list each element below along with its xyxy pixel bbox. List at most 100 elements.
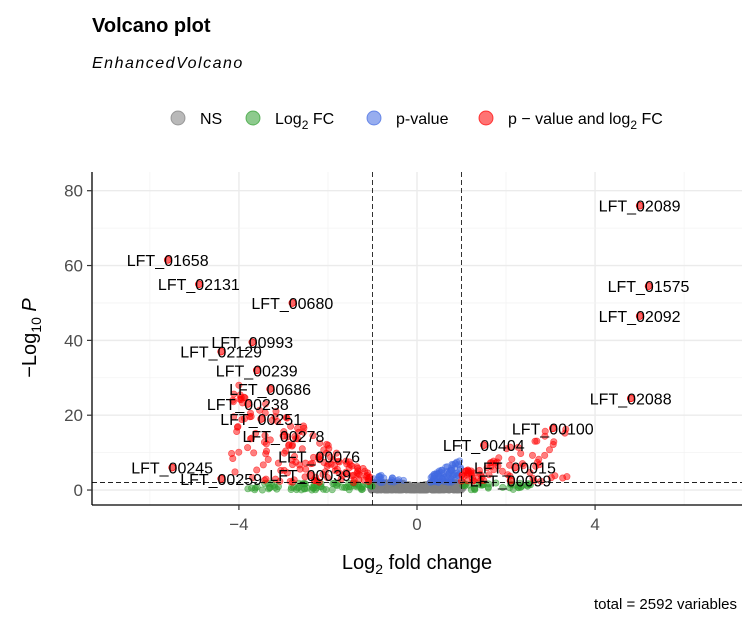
y-tick-label: 20	[64, 406, 83, 425]
point-label: LFT_02088	[590, 391, 672, 408]
legend-swatch-p	[366, 110, 382, 126]
data-point	[264, 455, 272, 463]
data-point	[498, 467, 506, 475]
data-point	[328, 486, 336, 494]
legend-label-p: p-value	[396, 111, 449, 128]
data-point	[238, 415, 246, 423]
data-point	[349, 471, 357, 479]
data-point	[320, 458, 328, 466]
point-label: LFT_00238	[207, 397, 289, 414]
data-point	[294, 424, 302, 432]
data-point	[250, 449, 258, 457]
data-point	[251, 486, 259, 494]
data-point	[282, 413, 290, 421]
data-point	[299, 422, 307, 430]
point-label: LFT_00015	[474, 461, 556, 478]
point-label: LFT_01658	[127, 253, 209, 270]
data-point	[246, 413, 254, 421]
chart-title: Volcano plot	[92, 15, 211, 37]
data-point	[244, 485, 252, 493]
data-point	[429, 486, 437, 494]
labeled-point-marker	[626, 394, 635, 403]
data-point	[377, 471, 385, 479]
x-tick-label: 4	[590, 515, 599, 534]
point-label: LFT_00259	[180, 472, 262, 489]
data-point	[301, 485, 309, 493]
data-point	[535, 455, 543, 463]
data-point	[292, 458, 300, 466]
labeled-point-marker	[266, 385, 274, 393]
data-point	[316, 439, 324, 447]
legend-swatch-pfc	[478, 110, 494, 126]
labeled-point-marker	[635, 201, 644, 210]
point-label: LFT_00251	[220, 412, 302, 429]
data-point	[309, 432, 317, 440]
data-point	[288, 442, 296, 450]
data-point	[545, 446, 553, 454]
point-label: LFT_00404	[443, 438, 525, 455]
data-point	[559, 474, 567, 482]
y-tick-label: 60	[64, 257, 83, 276]
legend: NS Log2 FC p-value p − value and log2 FC	[170, 110, 663, 132]
data-point	[248, 434, 256, 442]
point-label: LFT_00686	[229, 382, 311, 399]
labeled-point-marker	[163, 256, 172, 264]
data-point	[460, 472, 468, 480]
data-point	[519, 462, 527, 470]
legend-swatch-fc	[245, 110, 261, 126]
plot-grid	[92, 172, 742, 505]
data-point	[495, 454, 503, 462]
data-point	[541, 451, 549, 459]
y-tick-label: 40	[64, 331, 83, 350]
data-point	[332, 449, 340, 457]
data-point	[274, 459, 282, 467]
x-tick-label: −4	[229, 515, 248, 534]
data-point	[504, 471, 512, 479]
labeled-point-marker	[635, 312, 644, 320]
data-point	[440, 474, 448, 482]
chart-subtitle: EnhancedVolcano	[92, 55, 244, 72]
point-label: LFT_00099	[470, 474, 552, 491]
data-point	[235, 448, 243, 456]
data-point	[499, 483, 507, 491]
data-point	[259, 461, 267, 469]
labeled-point-marker	[306, 471, 314, 479]
data-point	[261, 476, 269, 484]
x-tick-label: 0	[412, 515, 421, 534]
data-point	[346, 461, 354, 469]
y-tick-label: 80	[64, 182, 83, 201]
cutoff-lines	[92, 172, 742, 505]
labeled-point-marker	[168, 463, 176, 472]
data-point	[526, 468, 534, 476]
y-axis-label: −Log10 P	[19, 298, 44, 378]
data-point	[291, 432, 299, 440]
data-point	[448, 460, 456, 468]
data-point	[433, 477, 441, 485]
data-points	[228, 381, 571, 494]
legend-label-pfc: p − value and log2 FC	[508, 111, 663, 132]
data-point	[531, 437, 539, 445]
point-label: LFT_00993	[211, 335, 293, 352]
point-label: LFT_00278	[243, 429, 325, 446]
data-point	[333, 482, 341, 490]
labeled-point-marker	[644, 282, 653, 290]
data-point	[409, 484, 417, 492]
legend-label-ns: NS	[200, 111, 222, 128]
labeled-point-marker	[257, 415, 265, 423]
point-label: LFT_00076	[278, 449, 360, 466]
data-point	[476, 470, 484, 478]
data-point	[244, 444, 252, 452]
data-point	[233, 427, 241, 435]
x-axis-label: Log2 fold change	[342, 552, 492, 577]
data-point	[333, 465, 341, 473]
labeled-point-marker	[480, 441, 488, 449]
data-point	[561, 429, 569, 437]
data-point	[494, 462, 502, 470]
labeled-point-marker	[244, 400, 252, 408]
data-point	[485, 471, 493, 479]
point-label: LFT_00680	[251, 296, 333, 313]
labeled-point-marker	[252, 366, 261, 375]
data-point	[547, 474, 555, 482]
point-label: LFT_00039	[269, 468, 351, 485]
